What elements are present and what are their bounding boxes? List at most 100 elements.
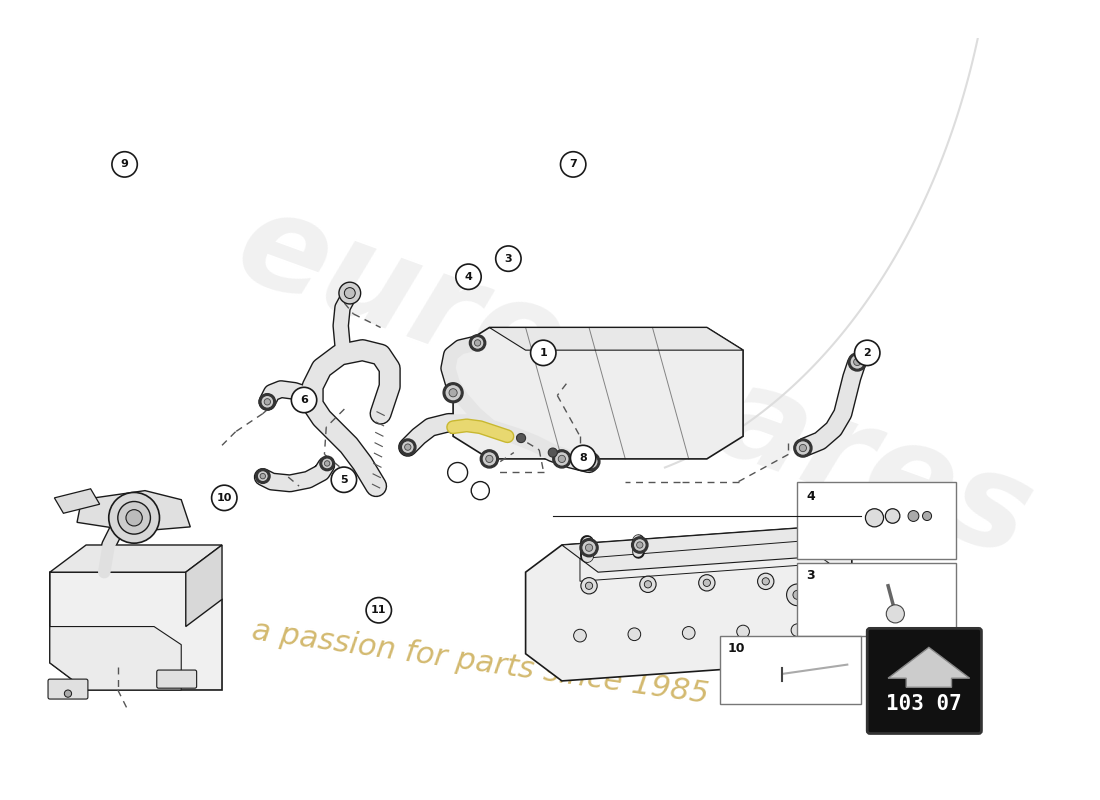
Circle shape <box>482 452 496 466</box>
Text: 10: 10 <box>217 493 232 503</box>
Circle shape <box>366 598 392 623</box>
Circle shape <box>571 446 596 470</box>
Bar <box>798 563 956 636</box>
Bar <box>720 636 861 703</box>
Circle shape <box>260 474 265 479</box>
Circle shape <box>816 576 824 584</box>
FancyBboxPatch shape <box>867 628 981 734</box>
Polygon shape <box>50 545 222 572</box>
Circle shape <box>486 455 493 462</box>
Circle shape <box>449 389 458 397</box>
Polygon shape <box>490 327 744 350</box>
Circle shape <box>923 511 932 521</box>
Circle shape <box>584 454 598 469</box>
Circle shape <box>264 398 271 405</box>
Circle shape <box>558 455 565 462</box>
FancyBboxPatch shape <box>157 670 197 688</box>
Circle shape <box>573 630 586 642</box>
Circle shape <box>517 434 526 442</box>
Circle shape <box>800 445 806 452</box>
Circle shape <box>344 288 355 298</box>
Text: 7: 7 <box>570 159 578 170</box>
Circle shape <box>795 441 810 455</box>
Text: 2: 2 <box>864 348 871 358</box>
Circle shape <box>112 152 138 177</box>
Circle shape <box>561 152 586 177</box>
Text: eurospares: eurospares <box>220 179 1048 584</box>
Circle shape <box>585 582 593 590</box>
Text: 1: 1 <box>539 348 547 358</box>
Circle shape <box>126 510 142 526</box>
Circle shape <box>448 462 468 482</box>
Text: 8: 8 <box>580 453 587 463</box>
Text: 3: 3 <box>505 254 513 264</box>
Circle shape <box>737 625 749 638</box>
Circle shape <box>794 439 812 457</box>
Circle shape <box>471 482 490 500</box>
Circle shape <box>554 452 569 466</box>
Polygon shape <box>50 626 182 690</box>
Text: 11: 11 <box>371 606 386 615</box>
Circle shape <box>758 573 774 590</box>
Bar <box>798 482 956 558</box>
Circle shape <box>637 542 644 548</box>
Circle shape <box>887 605 904 623</box>
Circle shape <box>470 334 486 351</box>
Text: 5: 5 <box>340 474 348 485</box>
Text: a passion for parts since 1985: a passion for parts since 1985 <box>250 616 711 710</box>
Circle shape <box>548 448 558 457</box>
Circle shape <box>703 579 711 586</box>
Circle shape <box>496 246 521 271</box>
Circle shape <box>854 358 861 366</box>
Circle shape <box>886 509 900 523</box>
Circle shape <box>260 394 275 410</box>
Circle shape <box>762 578 769 585</box>
Circle shape <box>640 576 656 593</box>
Circle shape <box>331 467 356 493</box>
FancyBboxPatch shape <box>48 679 88 699</box>
Circle shape <box>255 469 270 483</box>
Circle shape <box>402 441 414 454</box>
Text: 103 07: 103 07 <box>887 694 962 714</box>
Circle shape <box>866 509 883 527</box>
Circle shape <box>455 264 481 290</box>
Circle shape <box>850 354 865 369</box>
Circle shape <box>645 581 651 588</box>
Circle shape <box>443 382 463 402</box>
Circle shape <box>585 544 593 551</box>
Polygon shape <box>50 572 222 690</box>
Text: 9: 9 <box>121 159 129 170</box>
Polygon shape <box>77 490 190 531</box>
Circle shape <box>812 572 828 588</box>
Circle shape <box>908 510 918 522</box>
Circle shape <box>444 385 461 401</box>
Circle shape <box>582 453 600 470</box>
Circle shape <box>855 340 880 366</box>
Circle shape <box>339 282 361 304</box>
Circle shape <box>786 584 808 606</box>
Circle shape <box>118 502 151 534</box>
Circle shape <box>553 450 571 468</box>
Circle shape <box>405 444 411 450</box>
Circle shape <box>581 578 597 594</box>
Circle shape <box>211 485 236 510</box>
Circle shape <box>261 395 274 408</box>
Circle shape <box>324 461 330 466</box>
Polygon shape <box>453 327 744 459</box>
Text: 4: 4 <box>464 272 472 282</box>
Circle shape <box>848 353 867 371</box>
Circle shape <box>399 439 416 455</box>
Circle shape <box>582 541 596 555</box>
Circle shape <box>109 493 160 543</box>
Text: 3: 3 <box>806 570 815 582</box>
Circle shape <box>321 458 332 469</box>
Circle shape <box>292 387 317 413</box>
Circle shape <box>64 690 72 698</box>
Text: 6: 6 <box>300 395 308 405</box>
Circle shape <box>631 537 648 553</box>
Circle shape <box>698 574 715 591</box>
Circle shape <box>257 470 268 482</box>
Polygon shape <box>562 527 851 572</box>
Circle shape <box>530 340 556 366</box>
Circle shape <box>793 590 802 599</box>
